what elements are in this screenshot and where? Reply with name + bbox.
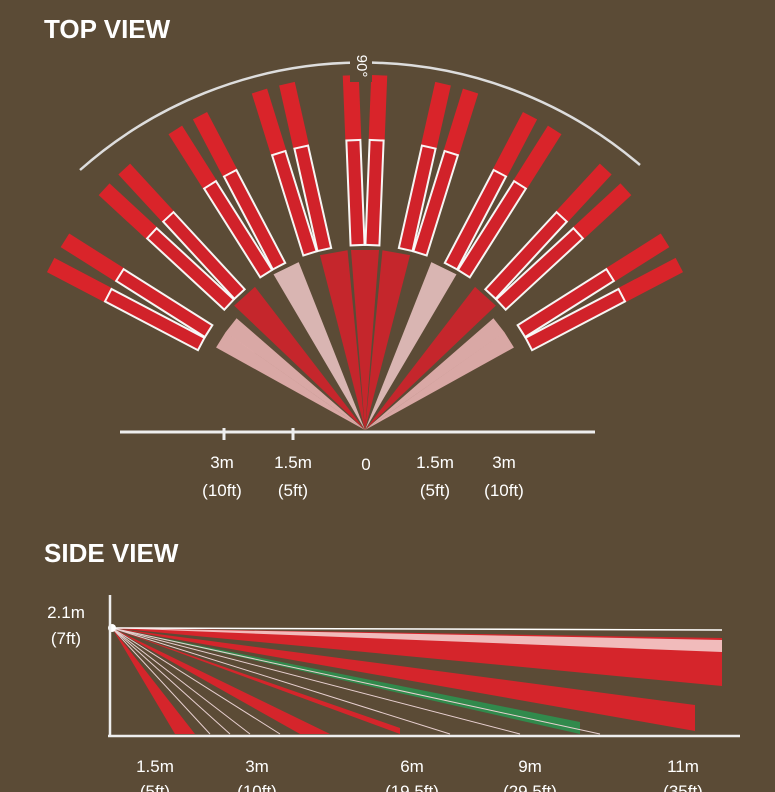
far-zone (524, 287, 627, 352)
far-tip (342, 74, 362, 141)
near-zone (365, 318, 505, 430)
top-view (46, 74, 684, 430)
beam-line (111, 627, 451, 735)
distance-label: 3m (210, 453, 234, 472)
far-zone (114, 267, 214, 339)
distance-label: 9m (518, 757, 542, 776)
far-tip (46, 257, 112, 303)
feet-label: (19.5ft) (385, 782, 439, 792)
feet-label: (10ft) (237, 782, 277, 792)
far-zone (364, 138, 385, 247)
beam (112, 628, 695, 731)
far-zone (103, 287, 206, 352)
far-zone (483, 210, 569, 301)
mid-zone (273, 262, 365, 430)
feet-label: (35ft) (663, 782, 703, 792)
far-tip (279, 81, 310, 149)
far-zone (443, 168, 508, 271)
near-zone (216, 332, 365, 430)
beam (112, 628, 330, 734)
far-tip (168, 125, 217, 190)
beam (112, 628, 400, 734)
mid-zone (319, 250, 365, 430)
beam-line (111, 627, 251, 735)
far-zone (516, 267, 616, 339)
far-tip (443, 88, 479, 156)
far-tip (618, 257, 684, 303)
feet-label: (10ft) (202, 481, 242, 500)
beam (112, 628, 722, 652)
mid-zone (351, 250, 379, 430)
far-zone (345, 138, 366, 247)
far-tip (605, 233, 670, 282)
far-zone (202, 179, 274, 279)
beam (112, 628, 580, 734)
far-tip (118, 163, 175, 223)
beam-line (111, 627, 601, 735)
side-labels: 1.5m (5ft) 3m (10ft) 6m (19.5ft) 9m (29.5ft) 11m… (136, 757, 703, 792)
far-zone (270, 149, 318, 257)
beam-line (111, 627, 231, 735)
distance-label: 3m (245, 757, 269, 776)
far-tip (192, 111, 238, 177)
mid-zone (365, 262, 457, 430)
far-tip (555, 163, 612, 223)
height-feet-label: (7ft) (51, 629, 81, 648)
feet-label: (10ft) (484, 481, 524, 500)
distance-label: 3m (492, 453, 516, 472)
far-zone (494, 226, 585, 312)
far-zone (412, 149, 460, 257)
beam-line (111, 627, 723, 631)
far-tip (513, 125, 562, 190)
far-tip (98, 183, 158, 240)
far-tip (492, 111, 538, 177)
origin-label: 0 (361, 455, 370, 474)
far-zone (145, 226, 236, 312)
side-view-title: SIDE VIEW (44, 538, 179, 568)
mid-zone (234, 286, 365, 430)
feet-label: (5ft) (278, 481, 308, 500)
far-tip (420, 81, 451, 149)
far-tip (251, 88, 287, 156)
arc-gap (350, 50, 372, 82)
far-zone (456, 179, 528, 279)
beam-line (111, 627, 521, 735)
far-zone (397, 144, 437, 253)
near-zone (365, 332, 514, 430)
feet-label: (5ft) (140, 782, 170, 792)
beam (112, 628, 195, 734)
distance-label: 11m (667, 757, 699, 776)
feet-label: (29.5ft) (503, 782, 557, 792)
height-label: 2.1m (47, 603, 85, 622)
beam-line (111, 627, 281, 735)
distance-label: 1.5m (274, 453, 312, 472)
distance-label: 1.5m (136, 757, 174, 776)
distance-label: 1.5m (416, 453, 454, 472)
side-view (108, 624, 723, 735)
mid-zone (365, 250, 411, 430)
far-tip (60, 233, 125, 282)
top-view-title: TOP VIEW (44, 14, 171, 44)
mid-zone (365, 286, 496, 430)
far-tip (368, 74, 388, 141)
far-zone (161, 210, 247, 301)
feet-label: (5ft) (420, 481, 450, 500)
beam-line (111, 627, 211, 735)
far-tip (572, 183, 632, 240)
angle-label: 90° (353, 55, 370, 78)
far-zone (222, 168, 287, 271)
far-zone (293, 144, 333, 253)
distance-label: 6m (400, 757, 424, 776)
near-zone (225, 318, 365, 430)
